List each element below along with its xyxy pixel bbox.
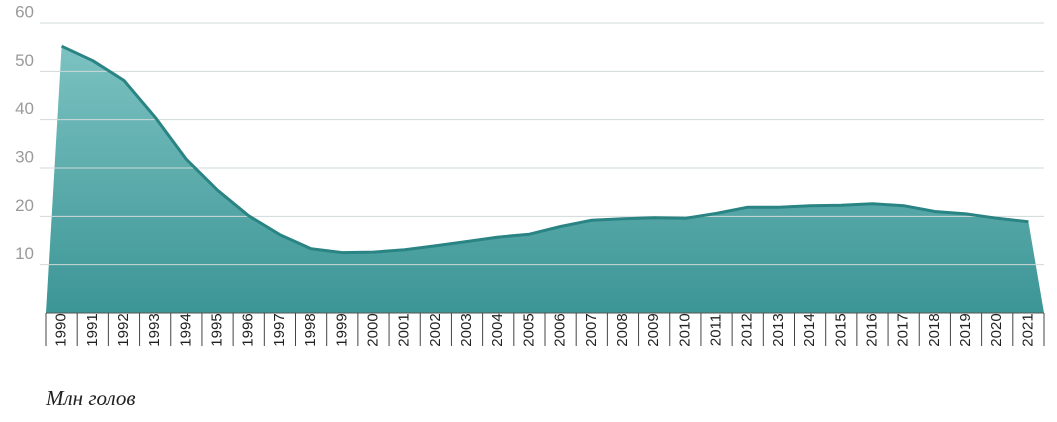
- x-tick-label: 1997: [271, 313, 288, 346]
- x-tick-label: 2016: [863, 313, 880, 346]
- y-tick-label: 20: [15, 196, 34, 215]
- x-tick-label: 2009: [645, 313, 662, 346]
- y-tick-label: 50: [15, 51, 34, 70]
- area: [46, 46, 1044, 313]
- x-tick-label: 2013: [770, 313, 787, 346]
- x-tick-label: 2003: [458, 313, 475, 346]
- x-tick-label: 2021: [1019, 313, 1036, 346]
- y-tick-label: 30: [15, 147, 34, 166]
- x-tick-label: 1992: [115, 313, 132, 346]
- y-tick-label: 60: [15, 2, 34, 21]
- x-tick-label: 2012: [739, 313, 756, 346]
- x-tick-label: 2000: [364, 313, 381, 346]
- unit-label: Млн голов: [45, 386, 136, 410]
- x-tick-label: 2001: [396, 313, 413, 346]
- x-tick-label: 2017: [895, 313, 912, 346]
- x-tick-label: 1994: [177, 313, 194, 346]
- x-tick-label: 2006: [552, 313, 569, 346]
- y-tick-label: 10: [15, 244, 34, 263]
- x-tick-label: 1999: [333, 313, 350, 346]
- x-tick-label: 2005: [520, 313, 537, 346]
- x-tick-label: 2014: [801, 313, 818, 346]
- x-tick-label: 1990: [53, 313, 70, 346]
- x-tick-label: 2007: [583, 313, 600, 346]
- x-tick-label: 1991: [84, 313, 101, 346]
- x-tick-label: 2018: [926, 313, 943, 346]
- x-tick-label: 1996: [240, 313, 257, 346]
- y-tick-label: 40: [15, 99, 34, 118]
- x-tick-label: 1993: [146, 313, 163, 346]
- x-tick-label: 1998: [302, 313, 319, 346]
- x-tick-label: 2008: [614, 313, 631, 346]
- x-tick-label: 2004: [489, 313, 506, 346]
- x-tick-label: 2019: [957, 313, 974, 346]
- x-tick-label: 2015: [832, 313, 849, 346]
- x-tick-label: 1995: [209, 313, 226, 346]
- x-tick-label: 2011: [708, 314, 725, 346]
- line: [60, 44, 1029, 255]
- x-tick-label: 2020: [988, 313, 1005, 346]
- x-tick-label: 2002: [427, 313, 444, 346]
- x-tick-label: 2010: [676, 313, 693, 346]
